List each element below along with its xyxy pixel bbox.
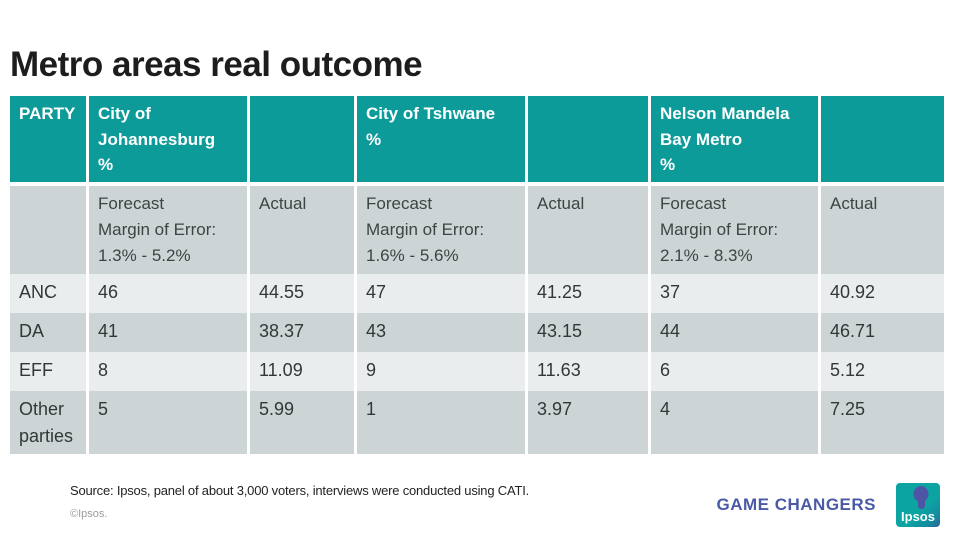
party-label: Other parties	[10, 390, 89, 454]
table-cell: 4	[651, 390, 821, 454]
copyright-note: ©Ipsos.	[70, 508, 108, 520]
table-cell: 37	[651, 273, 821, 313]
table-row-da: DA 41 38.37 43 43.15 44 46.71	[10, 312, 944, 352]
subheader-actual-nmb: Actual	[821, 185, 944, 274]
table-row-eff: EFF 8 11.09 9 11.63 6 5.12	[10, 351, 944, 391]
table-cell: 41.25	[528, 273, 651, 313]
table-cell: 5.99	[250, 390, 357, 454]
subheader-actual-johannesburg: Actual	[250, 185, 357, 274]
source-note: Source: Ipsos, panel of about 3,000 vote…	[70, 483, 530, 498]
table-cell: 44.55	[250, 273, 357, 313]
table-cell: 11.63	[528, 351, 651, 391]
table-cell: 40.92	[821, 273, 944, 313]
column-header-johannesburg-actual	[250, 96, 357, 186]
party-label: DA	[10, 312, 89, 352]
column-header-party: PARTY	[10, 96, 89, 186]
table-row-anc: ANC 46 44.55 47 41.25 37 40.92	[10, 273, 944, 313]
subheader-party-empty	[10, 185, 89, 274]
table-cell: 47	[357, 273, 528, 313]
column-header-tshwane: City of Tshwane %	[357, 96, 528, 186]
column-header-nmb-actual	[821, 96, 944, 186]
table-cell: 8	[89, 351, 250, 391]
table-cell: 41	[89, 312, 250, 352]
subheader-actual-tshwane: Actual	[528, 185, 651, 274]
subheader-forecast-tshwane: Forecast Margin of Error: 1.6% - 5.6%	[357, 185, 528, 274]
results-table: PARTY City of Johannesburg % City of Tsh…	[10, 96, 944, 454]
table-cell: 46	[89, 273, 250, 313]
table-cell: 11.09	[250, 351, 357, 391]
table-cell: 43	[357, 312, 528, 352]
ipsos-logo: Ipsos	[896, 483, 940, 527]
column-header-tshwane-actual	[528, 96, 651, 186]
table-cell: 46.71	[821, 312, 944, 352]
subheader-forecast-johannesburg: Forecast Margin of Error: 1.3% - 5.2%	[89, 185, 250, 274]
table-header-row: PARTY City of Johannesburg % City of Tsh…	[10, 96, 944, 186]
table-cell: 5	[89, 390, 250, 454]
subheader-forecast-nmb: Forecast Margin of Error: 2.1% - 8.3%	[651, 185, 821, 274]
table-cell: 1	[357, 390, 528, 454]
table-cell: 3.97	[528, 390, 651, 454]
table-subheader-row: Forecast Margin of Error: 1.3% - 5.2% Ac…	[10, 185, 944, 274]
party-label: ANC	[10, 273, 89, 313]
table-cell: 38.37	[250, 312, 357, 352]
column-header-johannesburg: City of Johannesburg %	[89, 96, 250, 186]
table-cell: 43.15	[528, 312, 651, 352]
table-cell: 9	[357, 351, 528, 391]
ipsos-logo-text: Ipsos	[901, 509, 935, 524]
table-cell: 5.12	[821, 351, 944, 391]
table-cell: 7.25	[821, 390, 944, 454]
table-cell: 44	[651, 312, 821, 352]
results-table-container: PARTY City of Johannesburg % City of Tsh…	[10, 96, 944, 454]
column-header-nelson-mandela-bay: Nelson Mandela Bay Metro %	[651, 96, 821, 186]
party-label: EFF	[10, 351, 89, 391]
table-row-other-parties: Other parties 5 5.99 1 3.97 4 7.25	[10, 390, 944, 454]
page-title: Metro areas real outcome	[10, 45, 423, 85]
game-changers-wordmark: GAME CHANGERS	[716, 495, 876, 514]
table-cell: 6	[651, 351, 821, 391]
ipsos-logo-glyph-icon	[913, 486, 929, 509]
